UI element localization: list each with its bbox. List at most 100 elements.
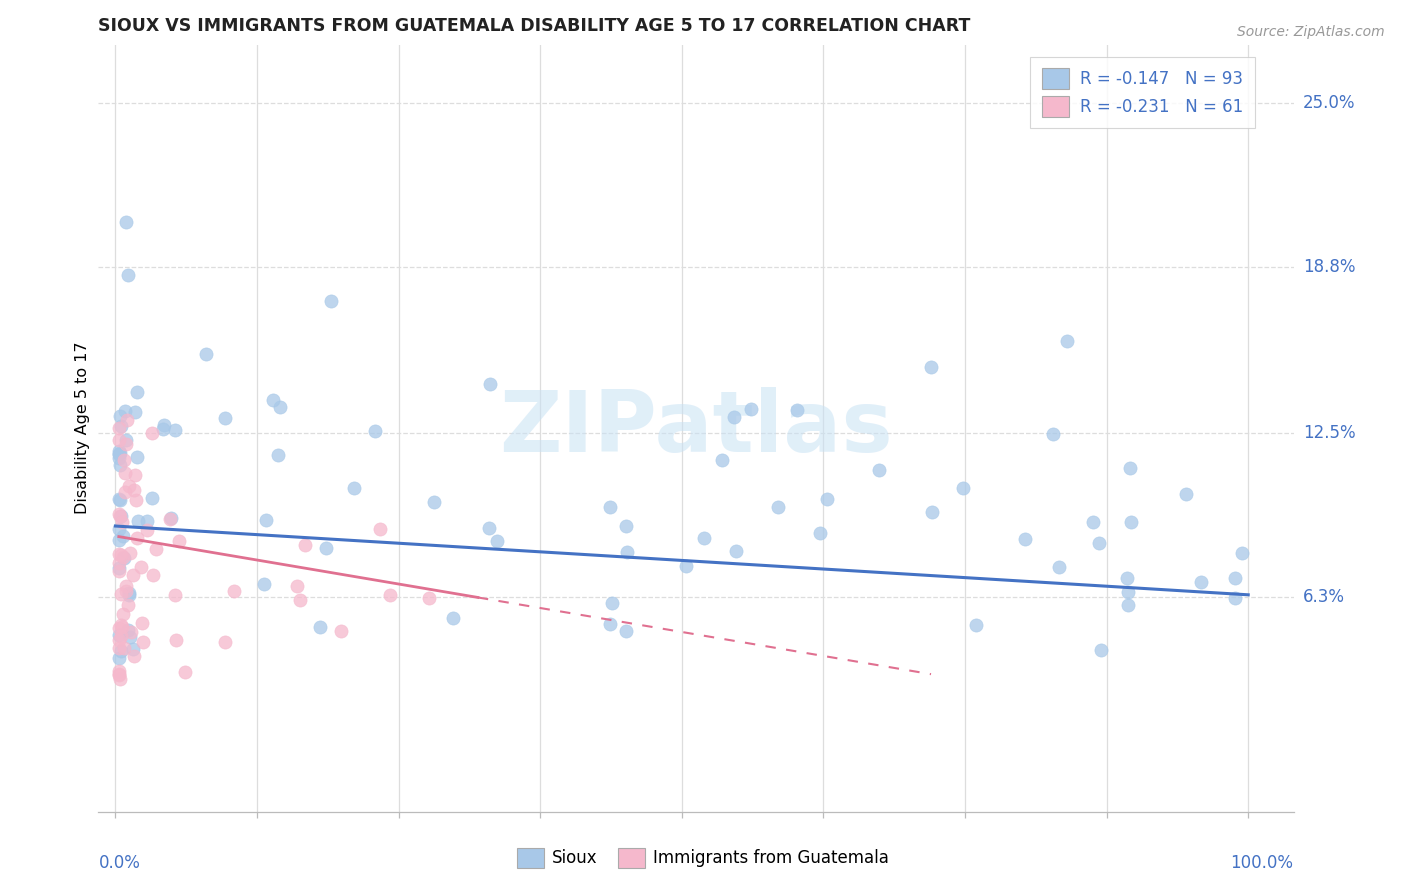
Point: [108, 433, 131, 447]
Point: [267, 448, 290, 462]
Point: [1056, 334, 1078, 348]
Point: [125, 450, 148, 464]
Point: [159, 512, 181, 526]
Point: [710, 453, 733, 467]
Point: [418, 591, 440, 605]
Text: 0.0%: 0.0%: [98, 854, 141, 871]
Point: [111, 620, 134, 634]
Point: [921, 505, 943, 519]
Point: [1121, 515, 1143, 529]
Point: [115, 584, 138, 599]
Text: Source: ZipAtlas.com: Source: ZipAtlas.com: [1237, 25, 1385, 39]
Point: [135, 514, 157, 528]
Point: [124, 467, 146, 482]
Point: [108, 444, 131, 458]
Point: [486, 534, 509, 549]
Point: [1081, 515, 1104, 529]
Point: [108, 547, 131, 561]
Point: [1225, 591, 1247, 605]
Point: [145, 541, 167, 556]
Point: [786, 403, 808, 417]
Point: [1115, 571, 1137, 585]
Text: ZIPatlas: ZIPatlas: [499, 386, 893, 470]
Point: [108, 556, 131, 570]
Point: [868, 463, 890, 477]
Point: [380, 588, 402, 602]
Point: [108, 421, 131, 435]
Point: [115, 413, 138, 427]
Point: [1174, 487, 1197, 501]
Point: [132, 634, 155, 648]
Point: [108, 446, 131, 460]
Point: [108, 621, 131, 635]
Point: [222, 583, 245, 598]
Point: [108, 491, 131, 506]
Point: [114, 466, 136, 480]
Point: [108, 672, 131, 686]
Point: [364, 424, 387, 438]
Point: [110, 492, 132, 507]
Point: [112, 641, 135, 656]
Point: [159, 511, 181, 525]
Point: [815, 492, 838, 507]
Point: [108, 664, 131, 678]
Point: [122, 642, 145, 657]
Point: [120, 546, 142, 560]
Point: [108, 447, 131, 461]
Point: [127, 385, 149, 400]
Point: [118, 588, 141, 602]
Point: [315, 541, 337, 556]
Text: 12.5%: 12.5%: [1303, 425, 1355, 442]
Point: [1225, 571, 1247, 585]
Legend: Sioux, Immigrants from Guatemala: Sioux, Immigrants from Guatemala: [510, 841, 896, 875]
Point: [1230, 546, 1253, 560]
Point: [153, 418, 176, 433]
Point: [112, 529, 135, 543]
Point: [110, 548, 132, 562]
Point: [599, 500, 621, 514]
Point: [108, 564, 131, 578]
Text: 6.3%: 6.3%: [1303, 589, 1346, 607]
Point: [602, 596, 624, 610]
Point: [478, 521, 501, 535]
Point: [1047, 559, 1070, 574]
Point: [141, 568, 163, 582]
Point: [724, 544, 747, 558]
Point: [110, 644, 132, 658]
Point: [214, 411, 236, 425]
Point: [108, 451, 131, 466]
Point: [952, 481, 974, 495]
Point: [1118, 599, 1140, 613]
Point: [108, 507, 131, 521]
Point: [423, 495, 446, 509]
Point: [479, 377, 502, 392]
Point: [723, 409, 745, 424]
Point: [165, 588, 187, 602]
Y-axis label: Disability Age 5 to 17: Disability Age 5 to 17: [75, 342, 90, 515]
Point: [1090, 643, 1112, 657]
Point: [108, 409, 131, 423]
Point: [122, 483, 145, 498]
Point: [167, 533, 190, 548]
Point: [114, 403, 136, 417]
Point: [329, 624, 352, 638]
Point: [766, 500, 789, 515]
Point: [112, 549, 135, 564]
Point: [118, 630, 141, 644]
Point: [1087, 536, 1109, 550]
Point: [692, 531, 714, 545]
Point: [319, 294, 342, 309]
Point: [114, 484, 136, 499]
Point: [108, 650, 131, 665]
Point: [110, 587, 132, 601]
Point: [141, 491, 163, 505]
Point: [129, 560, 152, 574]
Legend: R = -0.147   N = 93, R = -0.231   N = 61: R = -0.147 N = 93, R = -0.231 N = 61: [1031, 57, 1256, 128]
Point: [262, 393, 284, 408]
Point: [125, 493, 148, 508]
Point: [294, 538, 316, 552]
Text: 100.0%: 100.0%: [1230, 854, 1294, 871]
Point: [120, 624, 142, 639]
Point: [114, 215, 136, 229]
Point: [118, 479, 141, 493]
